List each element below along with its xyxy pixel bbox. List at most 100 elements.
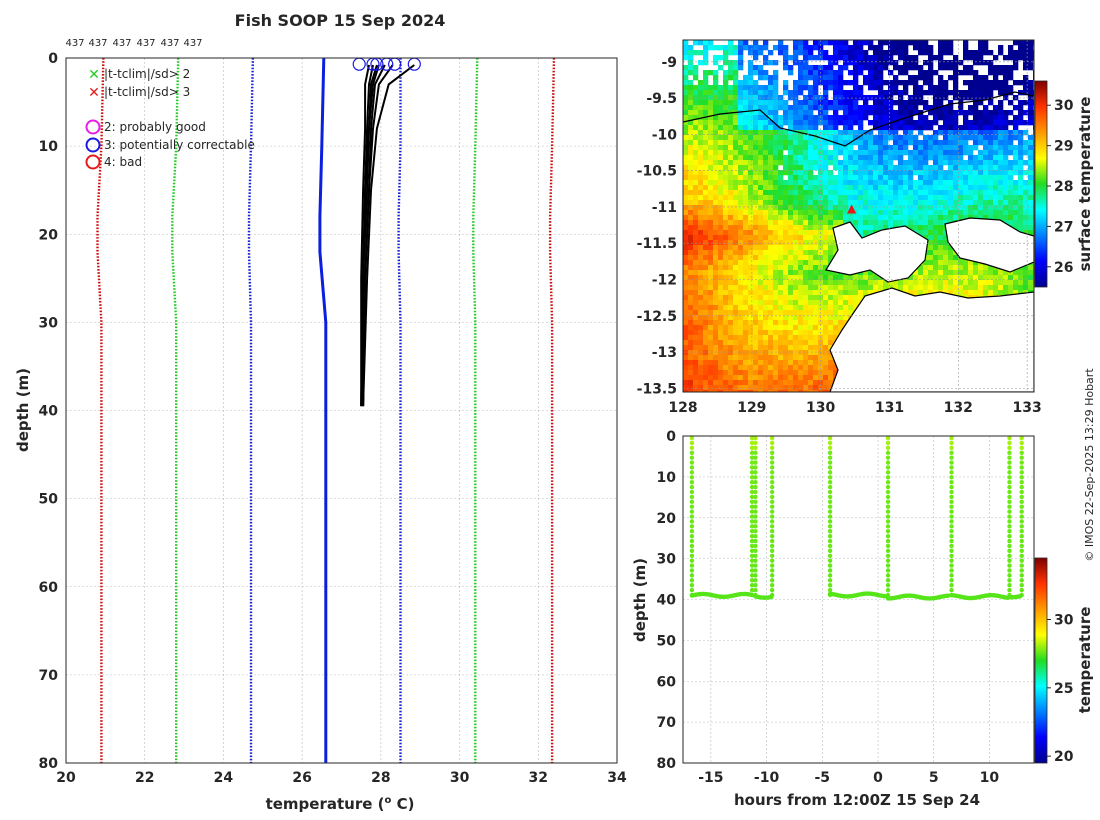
sst-cell — [713, 100, 719, 106]
sst-cell — [803, 270, 809, 276]
sst-cell — [683, 185, 689, 191]
sst-cell — [983, 60, 989, 66]
sst-cell — [758, 225, 764, 231]
sst-cell — [713, 70, 719, 76]
sst-cell — [858, 70, 864, 76]
sst-cell — [833, 110, 839, 116]
sst-cell — [853, 295, 859, 301]
sst-cell — [998, 175, 1004, 181]
sst-cell — [798, 390, 804, 392]
sst-cell — [763, 180, 769, 186]
sst-cell — [923, 70, 929, 76]
sst-cell — [783, 230, 789, 236]
sst-cell — [868, 275, 874, 281]
sst-cell — [753, 360, 759, 366]
sst-cell — [778, 155, 784, 161]
sst-cell — [998, 70, 1004, 76]
sst-cell — [798, 200, 804, 206]
sst-cell — [948, 260, 954, 266]
sst-cell — [878, 200, 884, 206]
sst-cell — [813, 290, 819, 296]
sst-cell — [873, 75, 879, 81]
sst-cell — [838, 285, 844, 291]
sst-cell — [688, 300, 694, 306]
sst-cell — [983, 45, 989, 51]
sst-cell — [798, 350, 804, 356]
sst-cell — [683, 250, 689, 256]
sst-cell — [783, 240, 789, 246]
sst-cell — [1003, 200, 1009, 206]
sst-cell — [768, 200, 774, 206]
sst-cell — [753, 325, 759, 331]
sst-cell — [918, 265, 924, 271]
sst-cell — [733, 90, 739, 96]
sst-cell — [738, 330, 744, 336]
sst-cell — [693, 335, 699, 341]
sst-cell — [783, 250, 789, 256]
sst-cell — [853, 280, 859, 286]
sst-cell — [833, 245, 839, 251]
land-mask — [825, 217, 1034, 392]
sst-cell — [853, 195, 859, 201]
sst-cell — [863, 135, 869, 141]
sst-cell — [858, 225, 864, 231]
sst-cell — [833, 290, 839, 296]
sst-cell — [743, 370, 749, 376]
data-point — [769, 489, 775, 495]
sst-cell — [943, 80, 949, 86]
sst-cell — [823, 130, 829, 136]
sst-cell — [693, 365, 699, 371]
sst-cell — [863, 210, 869, 216]
sst-cell — [808, 210, 814, 216]
data-point — [769, 538, 775, 544]
sst-cell — [958, 185, 964, 191]
sst-cell — [908, 125, 914, 131]
sst-cell — [848, 125, 854, 131]
sst-cell — [713, 385, 719, 391]
sst-cell — [788, 145, 794, 151]
sst-cell — [898, 205, 904, 211]
sst-cell — [693, 390, 699, 392]
sst-cell — [903, 160, 909, 166]
sst-cell — [988, 190, 994, 196]
sst-cell — [703, 50, 709, 56]
sst-cell — [978, 270, 984, 276]
sst-cell — [763, 340, 769, 346]
sst-cell — [768, 135, 774, 141]
sst-cell — [753, 225, 759, 231]
sst-cell — [853, 95, 859, 101]
sst-cell — [788, 290, 794, 296]
sst-cell — [713, 265, 719, 271]
sst-cell — [823, 140, 829, 146]
sst-cell — [713, 255, 719, 261]
sst-cell — [948, 140, 954, 146]
sst-cell — [813, 145, 819, 151]
sst-cell — [963, 120, 969, 126]
sst-cell — [838, 140, 844, 146]
sst-cell — [928, 55, 934, 61]
sst-cell — [803, 175, 809, 181]
sst-cell — [813, 310, 819, 316]
sst-cell — [798, 280, 804, 286]
sst-cell — [783, 210, 789, 216]
data-point — [753, 504, 758, 509]
sst-cell — [843, 170, 849, 176]
sst-cell — [728, 375, 734, 381]
sst-cell — [728, 390, 734, 392]
sst-cell — [898, 105, 904, 111]
sst-cell — [888, 220, 894, 226]
sst-cell — [1028, 45, 1034, 51]
sst-cell — [808, 390, 814, 392]
sst-cell — [948, 155, 954, 161]
sst-cell — [968, 265, 974, 271]
sst-cell — [838, 150, 844, 156]
sst-cell — [848, 215, 854, 221]
sst-cell — [803, 265, 809, 271]
sst-cell — [803, 50, 809, 56]
sst-cell — [838, 80, 844, 86]
data-point — [769, 499, 775, 505]
sst-cell — [958, 70, 964, 76]
data-point — [749, 460, 755, 465]
sst-cell — [788, 165, 794, 171]
sst-cell — [748, 385, 754, 391]
